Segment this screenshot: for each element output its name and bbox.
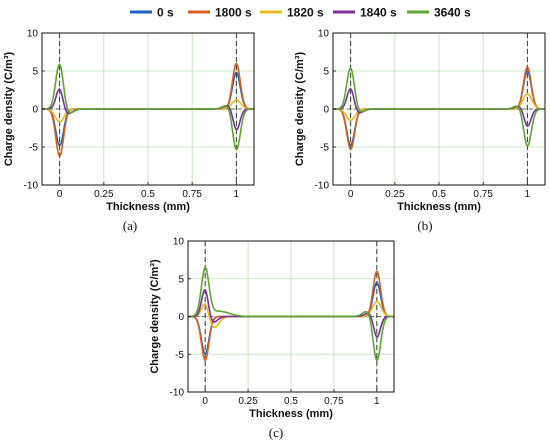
y-tick-label: 0 (323, 105, 329, 116)
y-axis-label: Charge density (C/m³) (294, 52, 306, 167)
x-tick-label: 0.25 (238, 396, 258, 407)
x-axis-label: Thickness (mm) (106, 201, 190, 213)
y-tick-label: -5 (29, 143, 38, 154)
y-tick-label: -5 (175, 350, 184, 361)
legend-label: 1820 s (287, 6, 324, 20)
y-tick-label: 5 (178, 274, 184, 285)
x-tick-label: 0.25 (94, 189, 114, 200)
y-tick-label: 10 (173, 237, 185, 248)
series-line (187, 266, 395, 362)
x-tick-label: 0.75 (182, 189, 202, 200)
x-axis-label: Thickness (mm) (397, 201, 481, 213)
x-axis-label: Thickness (mm) (249, 408, 333, 420)
x-tick-label: 0 (57, 189, 63, 200)
chart-panel: 0 0.25 0.5 0.75 1 10 5 0 -5 -10 Thickness (mm) Char… (294, 29, 546, 233)
x-tick-label: 1 (374, 396, 380, 407)
x-tick-label: 0.75 (473, 189, 493, 200)
chart-panel: 0 0.25 0.5 0.75 1 10 5 0 -5 -10 Thickness (mm) Char… (149, 237, 395, 440)
x-tick-label: 0 (202, 396, 208, 407)
x-tick-label: 0.5 (284, 396, 298, 407)
x-tick-label: 1 (525, 189, 531, 200)
chart-panel: 0 0.25 0.5 0.75 1 10 5 0 -5 -10 Thickness (mm) Char… (3, 29, 255, 233)
y-axis-label: Charge density (C/m³) (3, 52, 15, 167)
y-tick-label: 5 (323, 67, 329, 78)
panel-caption: (a) (123, 218, 137, 233)
x-tick-label: 0.5 (141, 189, 155, 200)
x-tick-label: 0 (348, 189, 354, 200)
series-line (332, 67, 546, 147)
y-tick-label: 0 (178, 312, 184, 323)
legend-label: 1800 s (215, 6, 252, 20)
y-tick-label: 10 (318, 29, 330, 40)
y-tick-label: -5 (320, 143, 329, 154)
y-tick-label: -10 (315, 181, 330, 192)
y-tick-label: 5 (32, 67, 38, 78)
y-tick-label: -10 (170, 388, 185, 399)
legend-label: 3640 s (434, 6, 471, 20)
x-tick-label: 0.5 (432, 189, 446, 200)
y-tick-label: 0 (32, 105, 38, 116)
series-line (41, 63, 255, 151)
legend-label: 1840 s (360, 6, 397, 20)
y-tick-label: 10 (27, 29, 39, 40)
legend: 0 s 1800 s 1820 s 1840 s 3640 s (130, 6, 471, 20)
y-tick-label: -10 (24, 181, 39, 192)
legend-label: 0 s (157, 6, 174, 20)
x-tick-label: 0.25 (385, 189, 405, 200)
x-tick-label: 0.75 (324, 396, 344, 407)
panel-caption: (c) (269, 425, 283, 440)
panel-caption: (b) (417, 218, 432, 233)
y-axis-label: Charge density (C/m³) (149, 259, 161, 374)
x-tick-label: 1 (234, 189, 240, 200)
